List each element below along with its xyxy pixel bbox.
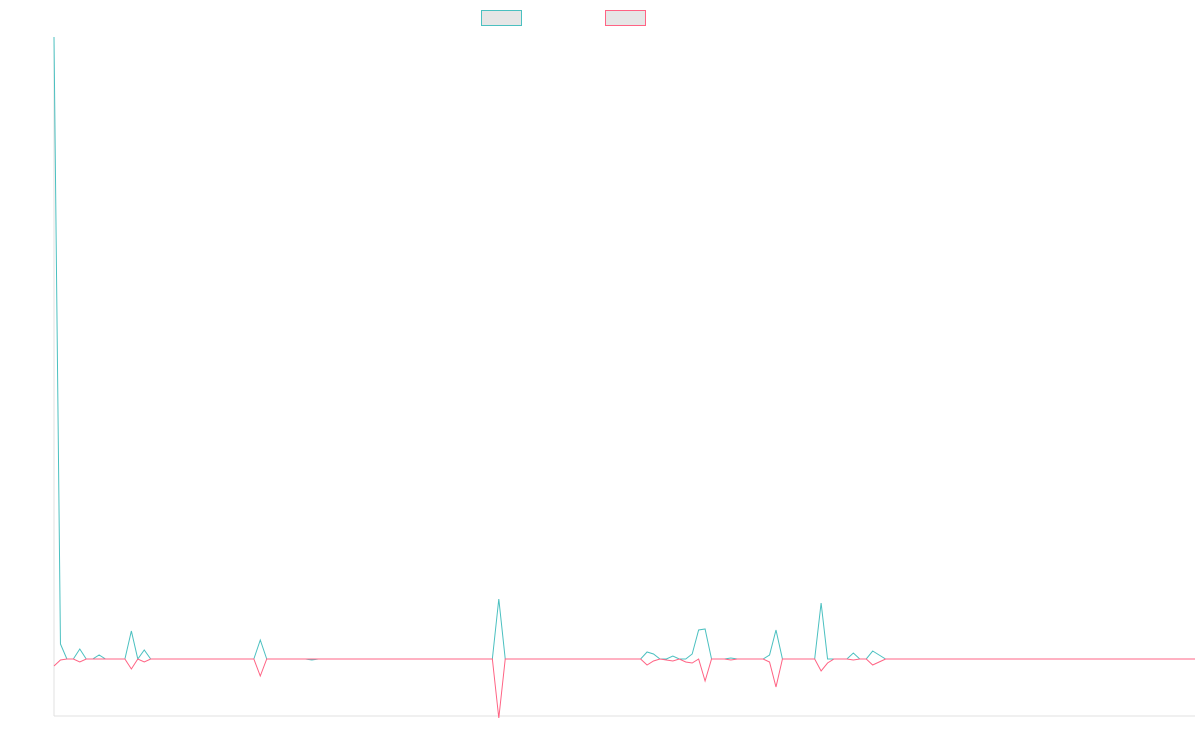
series-line: [53, 36, 1195, 661]
legend-swatch: [605, 10, 646, 26]
legend-swatch: [481, 10, 522, 26]
series-line: [53, 658, 1195, 719]
